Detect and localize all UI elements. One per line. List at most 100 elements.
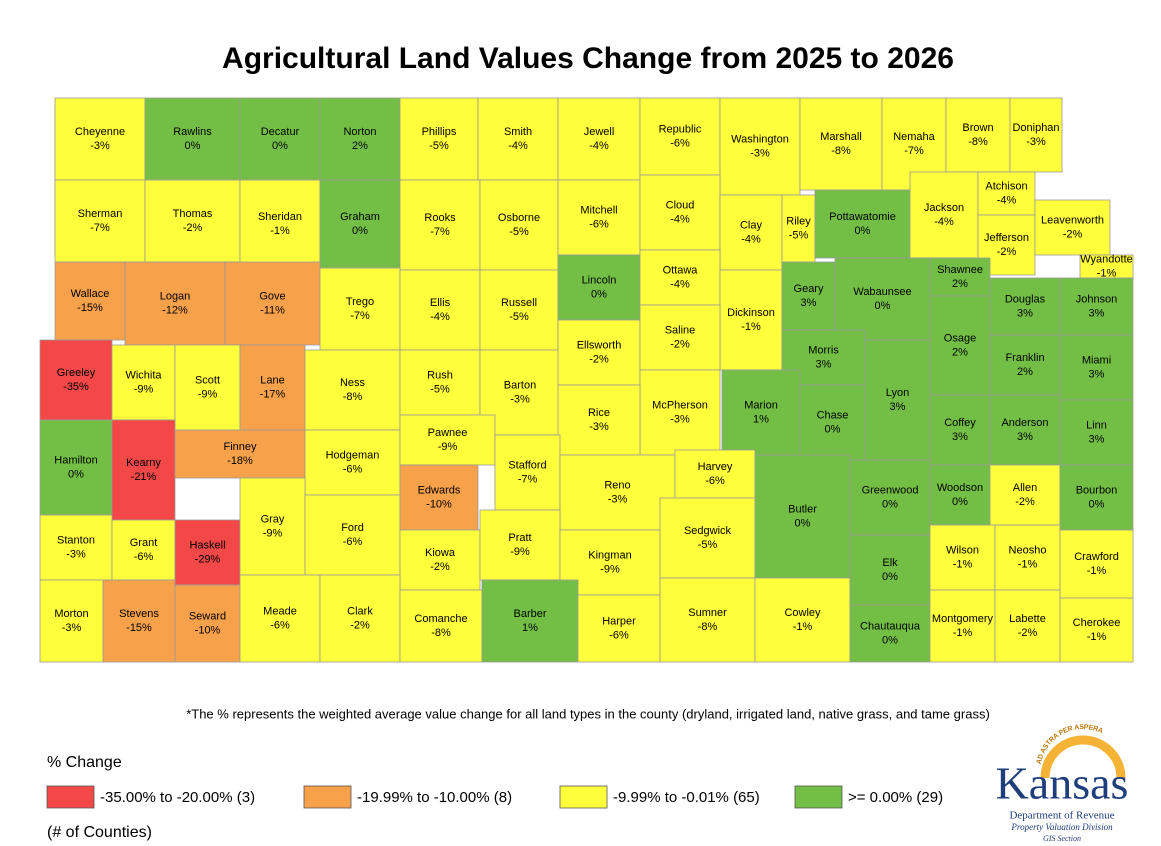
- county: [577, 594, 661, 663]
- county-name: Rooks: [424, 212, 456, 224]
- county-change: -10%: [195, 624, 221, 636]
- county: [1059, 597, 1134, 663]
- county-name: Norton: [343, 126, 376, 138]
- county-name: Geary: [794, 283, 824, 295]
- county: [399, 589, 483, 663]
- county-change: 0%: [352, 225, 368, 237]
- county: [124, 261, 226, 346]
- county: [994, 589, 1061, 663]
- county-change: -2%: [1018, 627, 1038, 639]
- county-change: -3%: [62, 622, 82, 634]
- county: [399, 414, 496, 466]
- county-change: -9%: [263, 527, 283, 539]
- county: [559, 454, 676, 531]
- county-name: Seward: [189, 610, 226, 622]
- county: [239, 477, 306, 576]
- county-change: -6%: [343, 463, 363, 475]
- county-change: -7%: [350, 310, 370, 322]
- county-name: Morton: [54, 608, 88, 620]
- legend-swatch: [303, 785, 352, 809]
- county-name: Anderson: [1001, 417, 1048, 429]
- county-name: Coffey: [944, 417, 976, 429]
- county-change: -5%: [698, 539, 718, 551]
- county-change: 0%: [825, 423, 841, 435]
- county-name: Sherman: [78, 208, 123, 220]
- county: [1059, 464, 1134, 531]
- county: [399, 97, 479, 181]
- county-name: Barton: [504, 379, 536, 391]
- county-name: Atchison: [985, 180, 1027, 192]
- county: [639, 174, 721, 251]
- legend-swatch: [559, 785, 608, 809]
- county-name: Lincoln: [582, 274, 617, 286]
- county-change: -7%: [518, 473, 538, 485]
- county-name: Sedgwick: [684, 525, 732, 537]
- county-name: Douglas: [1005, 293, 1046, 305]
- county-change: -7%: [90, 222, 110, 234]
- county-name: Scott: [195, 374, 220, 386]
- county-name: Washington: [731, 133, 789, 145]
- legend-title: % Change: [47, 754, 122, 771]
- county: [674, 449, 756, 499]
- county-name: Cloud: [666, 199, 695, 211]
- county: [834, 257, 931, 341]
- county-change: -6%: [343, 536, 363, 548]
- county: [557, 254, 641, 321]
- county-change: -1%: [1087, 631, 1107, 643]
- county-name: Shawnee: [937, 264, 983, 276]
- county-change: -9%: [134, 383, 154, 395]
- county-name: Osborne: [498, 212, 540, 224]
- county: [111, 419, 176, 521]
- logo-department: Department of Revenue: [1009, 810, 1114, 822]
- county-name: Elk: [882, 557, 898, 569]
- county: [781, 194, 816, 263]
- county: [1009, 97, 1063, 173]
- county-name: Smith: [504, 126, 532, 138]
- title: Agricultural Land Values Change from 202…: [222, 42, 954, 75]
- county-change: -2%: [670, 338, 690, 350]
- county-change: 0%: [272, 140, 288, 152]
- county-change: -6%: [270, 619, 290, 631]
- county: [399, 179, 481, 271]
- county: [781, 261, 836, 331]
- county-change: 1%: [753, 413, 769, 425]
- county-change: -9%: [510, 546, 530, 558]
- county-change: 0%: [882, 498, 898, 510]
- county: [239, 344, 306, 431]
- county-name: Meade: [263, 605, 297, 617]
- county-change: 3%: [1017, 431, 1033, 443]
- county-name: Ellis: [430, 297, 451, 309]
- county-change: -1%: [1087, 565, 1107, 577]
- county: [481, 579, 579, 663]
- county-change: -7%: [904, 145, 924, 157]
- county-name: Rawlins: [173, 126, 212, 138]
- county-name: Doniphan: [1012, 122, 1059, 134]
- county-change: -7%: [430, 226, 450, 238]
- county-name: Butler: [788, 503, 817, 515]
- county-name: Jackson: [924, 202, 964, 214]
- county-change: -15%: [77, 302, 103, 314]
- county-name: Osage: [944, 332, 976, 344]
- county-change: 0%: [882, 571, 898, 583]
- county-name: Riley: [786, 215, 811, 227]
- county-change: -4%: [670, 213, 690, 225]
- county-change: -3%: [608, 493, 628, 505]
- county-layer: Cheyenne -3% Rawlins 0% Decatur 0% Norton 2% Phi…: [39, 97, 1134, 663]
- county-name: Grant: [130, 537, 158, 549]
- county-change: -35%: [63, 381, 89, 393]
- county: [174, 429, 306, 479]
- county-name: Harper: [602, 615, 636, 627]
- county-change: -4%: [508, 140, 528, 152]
- county-change: -4%: [670, 278, 690, 290]
- county: [479, 349, 561, 436]
- county-change: -6%: [589, 218, 609, 230]
- county-name: Jewell: [584, 126, 615, 138]
- county: [479, 179, 559, 271]
- county-name: Lyon: [886, 387, 909, 399]
- county: [929, 524, 996, 591]
- county-change: -2%: [183, 222, 203, 234]
- county-change: 2%: [352, 140, 368, 152]
- county: [39, 514, 113, 581]
- county-name: Franklin: [1005, 352, 1044, 364]
